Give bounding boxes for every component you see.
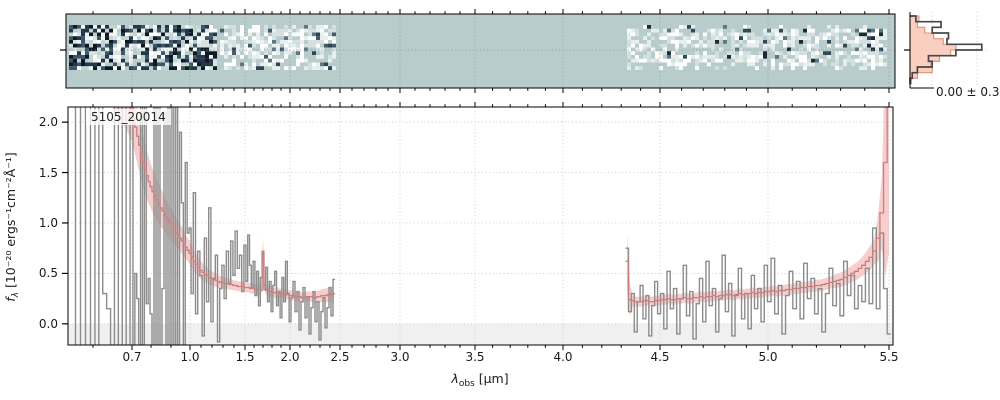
y-axis-label: fλ [10⁻²⁰ ergs⁻¹cm⁻²Å⁻¹]: [3, 97, 21, 357]
main-grid: [68, 107, 893, 345]
x-axis-symbol: λ: [451, 371, 459, 386]
histogram-data: [909, 15, 983, 84]
model-step-path: [129, 107, 335, 299]
x-tick-label: 0.7: [122, 350, 142, 364]
spec2d-panel: [60, 13, 896, 89]
flux-step-path: [74, 107, 335, 345]
model-step-path: [625, 107, 888, 303]
y-tick-label: 2.0: [38, 115, 58, 130]
source-id-label: 5105_20014: [86, 109, 171, 125]
x-axis-unit: [μm]: [474, 371, 509, 386]
y-tick-label: 0.0: [38, 316, 58, 331]
x-tick-label: 2.0: [280, 350, 300, 364]
model-line: [129, 107, 888, 303]
flux-step-path: [625, 227, 891, 340]
histogram-model: [909, 15, 957, 85]
x-tick-label: 1.0: [180, 350, 200, 364]
y-axis-unit: [10⁻²⁰ ergs⁻¹cm⁻²Å⁻¹]: [3, 152, 18, 292]
x-tick-label: 3.0: [390, 350, 410, 364]
main-panel: [67, 106, 894, 346]
spec2d-border: [65, 13, 896, 89]
x-axis-subscript: obs: [458, 379, 475, 389]
y-tick-label: 1.5: [38, 165, 58, 180]
below-zero-shading: [68, 323, 893, 345]
y-axis-symbol: f: [3, 297, 18, 302]
spec2d-noise: [69, 25, 887, 70]
x-tick-label: 2.5: [330, 350, 350, 364]
x-tick-label: 3.5: [465, 350, 485, 364]
y-tick-label: 0.5: [38, 266, 58, 281]
main-border: [67, 106, 894, 346]
axis-ticks: [62, 9, 890, 350]
hist-stats-label: 0.00 ± 0.31: [934, 85, 1000, 99]
x-tick-label: 4.0: [553, 350, 573, 364]
residual-histogram: [904, 12, 988, 89]
x-tick-label: 5.5: [879, 350, 899, 364]
x-tick-label: 4.5: [650, 350, 670, 364]
x-tick-label: 5.0: [758, 350, 778, 364]
x-axis-label: λobs [μm]: [400, 371, 560, 389]
spec2d-grid: [66, 14, 895, 88]
y-tick-label: 1.0: [38, 215, 58, 230]
y-axis-subscript: λ: [11, 292, 21, 298]
flux-line: [74, 107, 891, 345]
x-tick-label: 1.5: [235, 350, 255, 364]
